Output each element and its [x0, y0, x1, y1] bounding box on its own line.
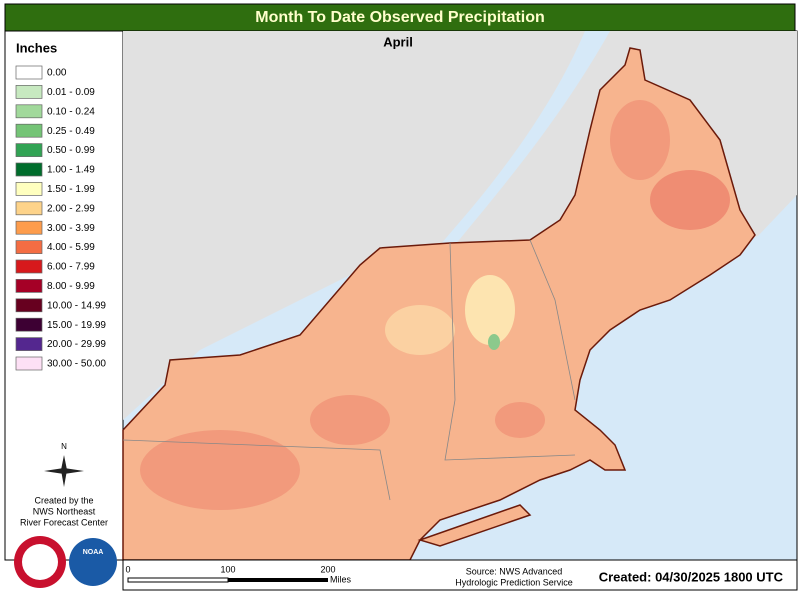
legend-swatch: [15, 182, 43, 196]
title: Month To Date Observed Precipitation: [255, 9, 545, 26]
scale-label: 0: [125, 564, 130, 574]
state-line: [444, 242, 576, 461]
legend-swatch: [15, 65, 43, 80]
precip-patch: [610, 100, 670, 180]
legend-label: 0.01 - 0.09: [47, 87, 95, 98]
legend-swatch: [15, 356, 43, 371]
precip-patch: [650, 170, 730, 230]
legend-swatch: [15, 123, 43, 138]
legend-title: Inches: [16, 40, 57, 55]
scale-label: 100: [220, 564, 235, 574]
legend-label: 30.00 - 50.00: [47, 359, 106, 370]
legend-swatch: [15, 259, 43, 274]
scale-bar: [127, 577, 229, 583]
credit: Created by the: [34, 495, 93, 505]
credit: River Forecast Center: [20, 517, 108, 527]
legend-label: 1.50 - 1.99: [47, 184, 95, 195]
legend-swatch: [15, 162, 43, 177]
legend-swatch: [15, 317, 43, 332]
legend-label: 0.50 - 0.99: [47, 145, 95, 156]
header-bar: [4, 3, 796, 32]
precip-patch: [310, 395, 390, 445]
legend-swatch: [15, 220, 43, 235]
source: Hydrologic Prediction Service: [455, 577, 573, 587]
legend-label: 8.00 - 9.99: [47, 281, 95, 292]
scale-bar: [228, 578, 328, 582]
compass: N: [44, 442, 84, 487]
us-region: [122, 47, 756, 561]
legend-swatch: [15, 279, 43, 293]
legend-swatch: [15, 240, 43, 254]
nws-logo: [22, 544, 58, 580]
compass-label: N: [61, 442, 67, 451]
st-lawrence: [440, 31, 610, 245]
legend-label: 3.00 - 3.99: [47, 223, 95, 234]
nws-logo-text: NATIONAL WEATHER SERVICE: [11, 528, 70, 533]
precip-patch: [495, 402, 545, 438]
legend-swatch: [15, 201, 43, 216]
legend-swatch: [15, 104, 43, 119]
legend-label: 0.25 - 0.49: [47, 126, 95, 137]
footer: [122, 559, 798, 591]
legend-swatch: [15, 85, 43, 99]
precip-patch: [140, 430, 300, 510]
legend-label: 6.00 - 7.99: [47, 262, 95, 273]
legend-swatch: [15, 337, 43, 351]
subtitle: April: [383, 34, 413, 49]
long-island: [417, 504, 532, 547]
legend-label: 15.00 - 19.99: [47, 320, 106, 331]
created: Created: 04/30/2025 1800 UTC: [599, 569, 784, 584]
legend-label: 20.00 - 29.99: [47, 339, 106, 350]
legend-label: 2.00 - 2.99: [47, 203, 95, 214]
legend-swatch: [15, 143, 43, 157]
noaa-logo-text: NOAA: [83, 549, 104, 556]
legend-label: 1.00 - 1.49: [47, 165, 95, 176]
legend-label: 4.00 - 5.99: [47, 242, 95, 253]
scale-unit: Miles: [330, 574, 352, 584]
precip-patch: [465, 275, 515, 345]
legend-label: 0.10 - 0.24: [47, 106, 95, 117]
noaa-logo: [69, 538, 117, 586]
state-line: [122, 439, 391, 501]
source: Source: NWS Advanced: [466, 566, 563, 576]
legend-label: 0.00: [47, 68, 67, 79]
precip-patch: [488, 334, 500, 350]
map: April: [122, 30, 798, 561]
legend-swatch: [15, 298, 43, 313]
scale-label: 200: [320, 564, 335, 574]
precip-patch: [385, 305, 455, 355]
legend-label: 10.00 - 14.99: [47, 300, 106, 311]
legend: 0.00 0.01 - 0.09 0.10 - 0.24 0.25 - 0.49 0.5…: [15, 65, 106, 371]
state-line: [529, 239, 576, 401]
credit: NWS Northeast: [33, 506, 96, 516]
